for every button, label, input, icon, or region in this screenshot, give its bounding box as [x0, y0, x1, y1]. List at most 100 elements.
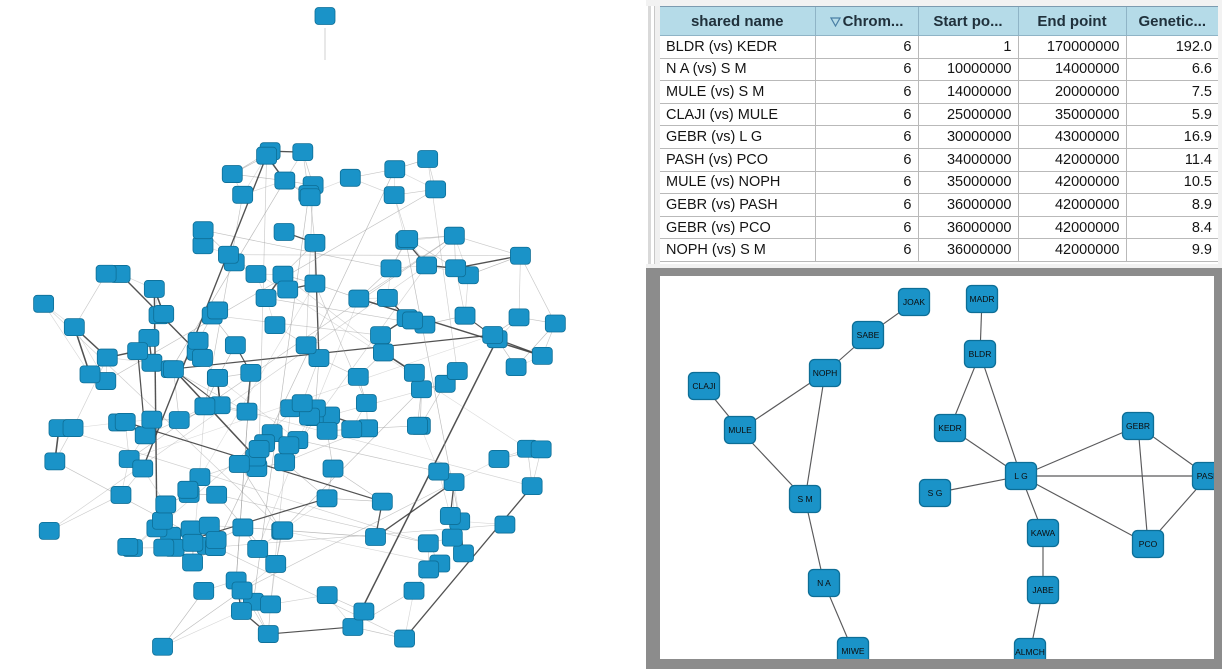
main-network-node-rect[interactable] [274, 453, 296, 472]
table-cell-start_point[interactable]: 36000000 [918, 216, 1019, 240]
main-network-node-rect[interactable] [117, 537, 139, 556]
table-cell-genetic_distance[interactable]: 10.5 [1126, 171, 1218, 195]
table-cell-end_point[interactable]: 20000000 [1018, 80, 1127, 104]
main-network-node-rect[interactable] [341, 420, 363, 439]
main-network-node[interactable] [505, 358, 527, 376]
sub-network-node-rect[interactable] [851, 320, 885, 350]
main-network-node[interactable] [416, 256, 438, 275]
main-network-node-rect[interactable] [44, 452, 66, 471]
main-network-node-rect[interactable] [152, 637, 173, 656]
main-network-node-rect[interactable] [402, 311, 424, 330]
main-network-node-rect[interactable] [33, 294, 55, 313]
main-network-edge[interactable] [282, 274, 384, 353]
main-network-node[interactable] [218, 245, 239, 264]
sub-network-node[interactable]: KAWA [1026, 518, 1060, 548]
main-network-node-rect[interactable] [417, 150, 439, 168]
sub-network-node[interactable]: MULE [723, 415, 757, 445]
main-network-node[interactable] [231, 581, 253, 600]
main-network-node-rect[interactable] [353, 602, 375, 621]
main-network-node[interactable] [114, 413, 136, 431]
main-network-node-rect[interactable] [322, 459, 344, 478]
table-row[interactable]: GEBR (vs) PCO 6 36000000 42000000 8.4 [660, 216, 1218, 240]
sub-network-node-rect[interactable] [1026, 575, 1060, 605]
main-network-node[interactable] [182, 553, 203, 572]
main-network-node[interactable] [163, 360, 184, 379]
main-network-node-rect[interactable] [182, 533, 204, 552]
sub-network-node[interactable]: N A [807, 568, 841, 598]
table-cell-shared_name[interactable]: N A (vs) S M [660, 58, 816, 82]
main-network-node[interactable] [132, 459, 154, 478]
main-network-node[interactable] [407, 416, 428, 435]
main-network-node-rect[interactable] [274, 171, 296, 190]
main-network-node-rect[interactable] [530, 440, 552, 459]
main-network-node[interactable] [365, 528, 386, 546]
main-network-node-rect[interactable] [277, 280, 299, 299]
main-network-edge[interactable] [253, 193, 310, 602]
main-network-node[interactable] [418, 560, 440, 579]
main-network-node-rect[interactable] [417, 534, 439, 553]
table-cell-shared_name[interactable]: GEBR (vs) L G [660, 125, 816, 149]
table-header-end_point[interactable]: End point [1018, 7, 1127, 36]
main-network-node[interactable] [273, 223, 295, 241]
sub-network-node[interactable]: PCO [1131, 529, 1165, 559]
sub-network-node-rect[interactable] [723, 415, 757, 445]
main-network-node[interactable] [153, 305, 175, 323]
main-network-node[interactable] [508, 308, 530, 327]
main-network-edge[interactable] [358, 235, 455, 299]
main-network-node[interactable] [397, 230, 419, 248]
sub-network-node-rect[interactable] [1004, 461, 1038, 491]
main-network-edge[interactable] [171, 368, 248, 412]
main-network-node-rect[interactable] [260, 595, 281, 614]
main-network-node[interactable] [494, 515, 516, 534]
table-cell-start_point[interactable]: 14000000 [918, 80, 1019, 104]
main-network-node-rect[interactable] [316, 586, 338, 605]
main-network-edge[interactable] [72, 357, 108, 429]
main-network-node[interactable] [232, 518, 254, 537]
main-network-node[interactable] [127, 342, 149, 361]
sub-network-node-rect[interactable] [808, 358, 842, 388]
main-network-node-rect[interactable] [228, 455, 250, 473]
table-cell-shared_name[interactable]: GEBR (vs) PCO [660, 216, 816, 240]
main-network-node[interactable] [277, 280, 299, 299]
main-network-edge[interactable] [171, 334, 493, 370]
sub-network-node-rect[interactable] [965, 284, 999, 314]
main-network-node[interactable] [316, 489, 338, 508]
main-network-node[interactable] [403, 581, 425, 600]
table-cell-chromosome[interactable]: 6 [815, 148, 919, 172]
sub-network-node-rect[interactable] [897, 287, 931, 317]
main-network-node-rect[interactable] [110, 486, 132, 504]
main-network-node[interactable] [33, 294, 55, 313]
main-network-node[interactable] [257, 625, 279, 643]
main-network-node[interactable] [138, 328, 160, 347]
sub-network-edge[interactable] [1137, 425, 1149, 545]
main-network-node-rect[interactable] [372, 343, 394, 362]
table-cell-end_point[interactable]: 42000000 [1018, 216, 1127, 240]
main-network-nodes[interactable] [33, 7, 566, 656]
main-network-node-rect[interactable] [505, 358, 527, 376]
sub-network-node[interactable]: KEDR [933, 413, 967, 443]
main-network-node[interactable] [265, 555, 287, 573]
table-row[interactable]: N A (vs) S M 6 10000000 14000000 6.6 [660, 58, 1218, 82]
table-cell-end_point[interactable]: 170000000 [1018, 35, 1127, 59]
main-network-node[interactable] [155, 495, 177, 514]
table-cell-start_point[interactable]: 35000000 [918, 171, 1019, 195]
main-network-node-rect[interactable] [62, 419, 84, 437]
main-network-node[interactable] [168, 411, 190, 429]
table-cell-end_point[interactable]: 14000000 [1018, 58, 1127, 82]
main-network-node-rect[interactable] [370, 326, 391, 345]
table-row[interactable]: MULE (vs) NOPH 6 35000000 42000000 10.5 [660, 171, 1218, 195]
table-cell-shared_name[interactable]: MULE (vs) NOPH [660, 171, 816, 195]
table-cell-shared_name[interactable]: CLAJI (vs) MULE [660, 103, 816, 127]
main-network-node[interactable] [292, 143, 314, 161]
main-network-node[interactable] [228, 455, 250, 473]
main-network-node-rect[interactable] [428, 462, 450, 481]
main-network-node-rect[interactable] [232, 185, 254, 204]
sub-network-node-rect[interactable] [687, 371, 721, 401]
main-network-node-rect[interactable] [231, 581, 253, 600]
main-network-node[interactable] [153, 538, 175, 557]
main-network-node[interactable] [205, 531, 227, 549]
main-network-node[interactable] [314, 7, 336, 25]
main-network-edge[interactable] [215, 169, 396, 548]
main-network-edge[interactable] [216, 494, 429, 544]
main-network-node-rect[interactable] [205, 531, 227, 549]
